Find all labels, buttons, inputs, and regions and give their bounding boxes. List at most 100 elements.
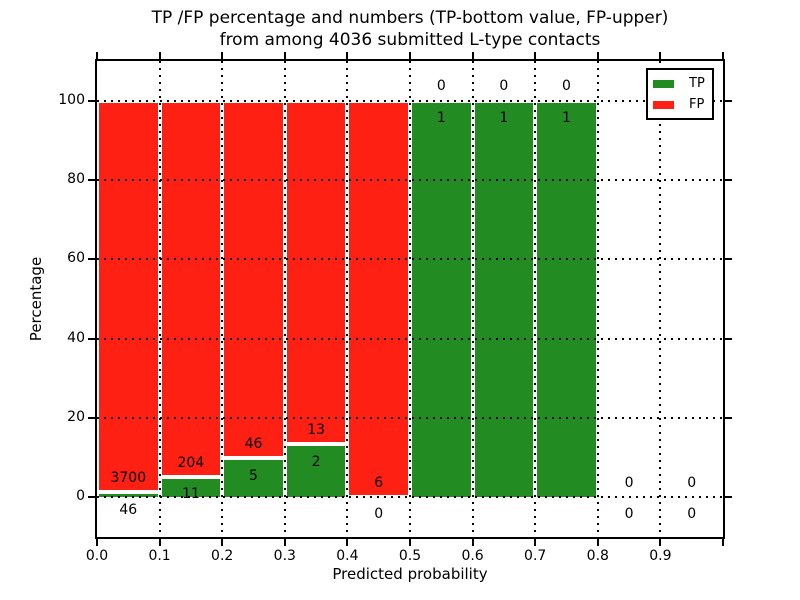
- x-tick-mark: [221, 539, 224, 546]
- x-tick-label: 0.9: [649, 548, 672, 564]
- x-tick-label: 0.3: [273, 548, 296, 564]
- x-tick-mark: [409, 539, 411, 546]
- h-gridline: [97, 496, 723, 499]
- tp-count-label: 1: [436, 109, 446, 126]
- h-gridline: [97, 258, 723, 261]
- chart-title-line2: from among 4036 submitted L-type contact…: [219, 30, 601, 50]
- fp-bar-segment: [222, 100, 285, 459]
- v-gridline: [596, 61, 599, 537]
- x-tick-mark-top: [158, 52, 161, 59]
- h-gridline: [97, 99, 723, 102]
- fp-count-label: 0: [436, 78, 446, 95]
- x-tick-label: 0.4: [336, 548, 359, 564]
- y-tick-mark: [88, 417, 95, 419]
- x-tick-mark: [534, 539, 537, 546]
- x-tick-mark-top: [221, 52, 224, 59]
- y-tick-mark: [88, 179, 95, 181]
- y-tick-label: 0: [76, 488, 85, 505]
- h-gridline: [97, 337, 723, 340]
- tp-bar-segment: [472, 100, 536, 498]
- x-axis-label: Predicted probability: [332, 565, 488, 583]
- x-tick-mark-top: [659, 52, 662, 59]
- v-gridline: [534, 61, 537, 537]
- fp-count-label: 46: [244, 436, 263, 453]
- fp-bar-segment: [97, 100, 160, 493]
- y-tick-mark: [88, 337, 95, 340]
- x-tick-mark-top: [346, 52, 349, 59]
- fp-count-label: 13: [307, 422, 325, 439]
- x-tick-label: 0.6: [461, 548, 484, 564]
- x-tick-mark-top: [409, 52, 411, 59]
- tp-count-label: 11: [181, 486, 200, 503]
- chart-title-line1: TP /FP percentage and numbers (TP-bottom…: [151, 8, 669, 28]
- fp-bar-segment: [284, 100, 348, 445]
- fp-count-label: 3700: [110, 470, 147, 487]
- tp-bar-segment: [535, 100, 598, 498]
- legend-swatch-tp: [653, 79, 674, 88]
- v-gridline: [409, 61, 411, 537]
- tp-count-label: 1: [562, 109, 571, 126]
- tp-bar-segment: [410, 100, 473, 498]
- fp-count-label: 204: [177, 454, 205, 471]
- y-axis-label: Percentage: [27, 256, 45, 342]
- y-tick-label: 100: [58, 91, 85, 108]
- legend-label-tp: TP: [689, 76, 705, 91]
- plot-area: 0.0 0.1 0.2 0.3 0.4 0.5 0.6 0.7 0.8 0.9 0 20 40 60 80 1…: [58, 52, 732, 564]
- fp-count-label: 0: [562, 78, 571, 95]
- h-gridline: [97, 179, 723, 181]
- x-tick-mark-top: [283, 52, 286, 59]
- v-gridline: [158, 61, 161, 537]
- y-tick-mark-right: [725, 337, 732, 340]
- h-gridline: [97, 417, 723, 419]
- v-gridline: [471, 61, 474, 537]
- y-tick-mark-right: [725, 496, 732, 499]
- x-tick-mark-top: [96, 52, 98, 59]
- fp-count-label: 6: [374, 475, 384, 492]
- v-gridline: [221, 61, 224, 537]
- tp-count-label: 5: [249, 467, 258, 484]
- v-gridline: [659, 61, 662, 537]
- fp-count-label: 0: [687, 475, 697, 492]
- x-tick-mark: [346, 539, 349, 546]
- x-tick-mark: [596, 539, 599, 546]
- y-tick-label: 60: [67, 250, 85, 267]
- x-tick-label: 0.5: [398, 548, 422, 564]
- x-tick-mark-top: [722, 52, 724, 59]
- tp-count-label: 0: [374, 506, 384, 523]
- legend-swatch-fp: [653, 100, 674, 109]
- x-tick-mark-top: [534, 52, 537, 59]
- tp-count-label: 0: [687, 506, 697, 523]
- x-tick-mark: [659, 539, 662, 546]
- legend-item-fp: FP: [648, 94, 712, 115]
- fp-count-label: 0: [624, 475, 634, 492]
- x-tick-label: 0.8: [586, 548, 609, 564]
- tp-count-label: 2: [311, 453, 321, 470]
- x-tick-mark: [158, 539, 161, 546]
- y-tick-mark-right: [725, 417, 732, 419]
- y-tick-mark: [88, 99, 95, 102]
- y-tick-mark-right: [725, 258, 732, 261]
- v-gridline: [283, 61, 286, 537]
- y-tick-mark: [88, 258, 95, 261]
- x-tick-mark-top: [471, 52, 474, 59]
- y-tick-label: 80: [67, 171, 85, 187]
- x-tick-label: 0.0: [85, 548, 109, 564]
- fp-bar-segment: [159, 100, 223, 477]
- fp-bar-segment: [347, 100, 410, 498]
- x-tick-mark: [471, 539, 474, 546]
- x-tick-label: 0.7: [524, 548, 547, 564]
- v-gridline: [346, 61, 349, 537]
- legend-item-tp: TP: [648, 73, 712, 94]
- tp-count-label: 46: [119, 501, 138, 518]
- tp-count-label: 1: [499, 109, 509, 126]
- x-tick-mark: [283, 539, 286, 546]
- x-tick-label: 0.2: [211, 548, 234, 564]
- legend: TP FP: [646, 68, 714, 120]
- y-tick-label: 40: [67, 329, 85, 346]
- y-tick-mark-right: [725, 179, 732, 181]
- x-tick-mark-top: [596, 52, 599, 59]
- y-tick-label: 20: [67, 409, 85, 425]
- y-tick-mark-right: [725, 99, 732, 102]
- y-tick-mark: [88, 496, 95, 499]
